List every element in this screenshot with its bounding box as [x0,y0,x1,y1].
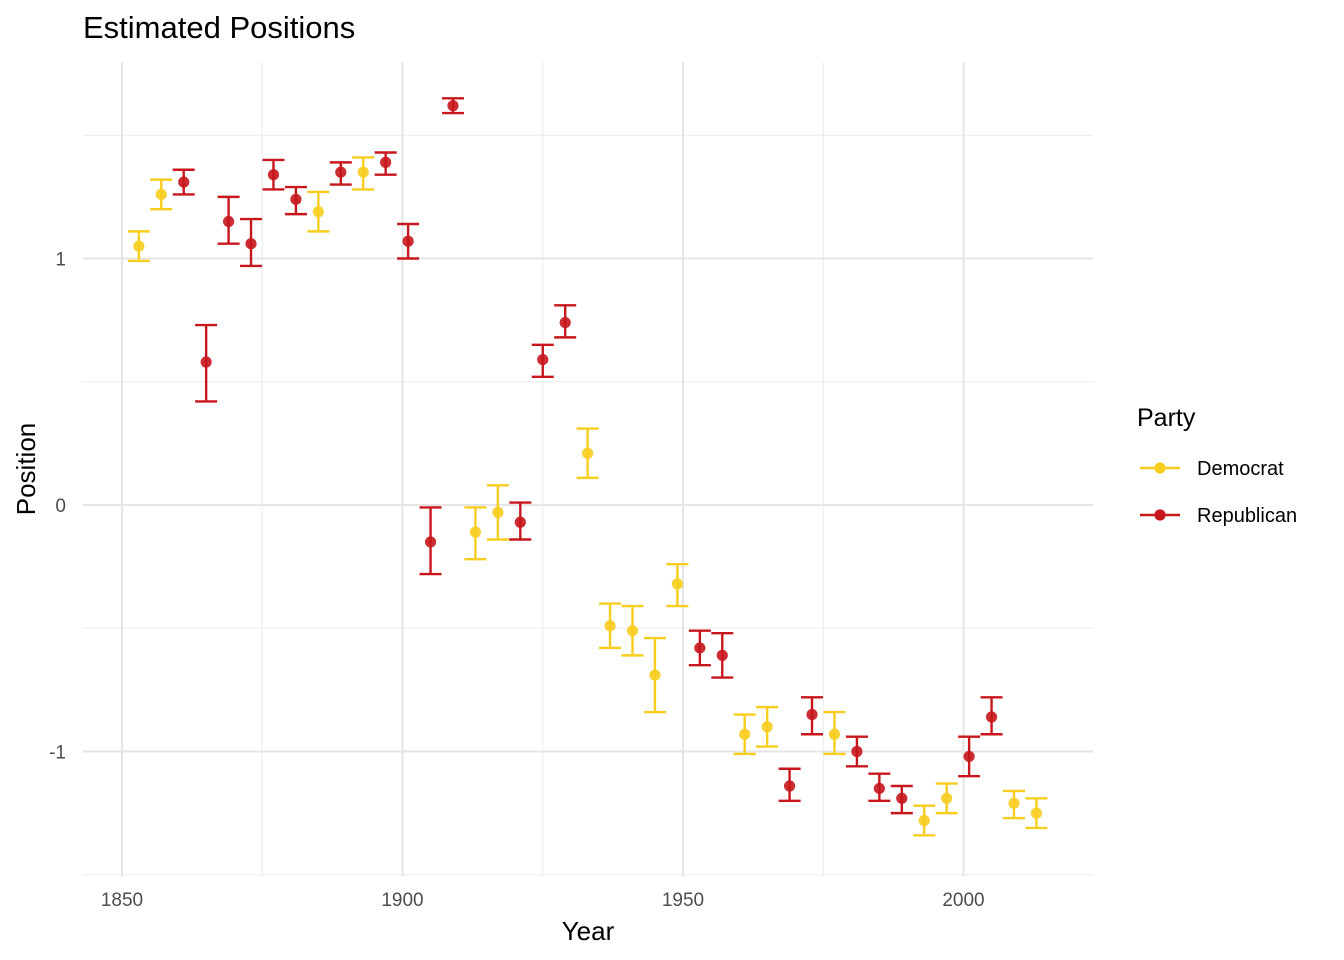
democrat-point [492,506,504,518]
republican-point [694,642,706,654]
democrat-point [649,669,661,681]
republican-point [537,353,549,366]
republican-point [514,516,526,528]
democrat-point [133,240,145,252]
republican-point [178,176,190,188]
x-tick-label: 2000 [942,890,984,911]
republican-point [267,169,280,181]
democrat-point [312,206,324,218]
democrat-point [739,728,751,740]
y-tick-label: 0 [55,496,66,517]
democrat-point [761,721,773,733]
democrat-point [357,166,369,178]
republican-point [985,711,998,723]
grid-minor [83,62,1093,876]
democrat-point [941,792,953,804]
legend-item-democrat: Democrat [1140,458,1284,480]
republican-point [290,193,302,205]
legend-key-point [1154,462,1166,474]
democrat-point [155,188,167,201]
republican-point [559,316,571,329]
democrat-point [626,625,639,637]
republican-point [447,100,459,112]
plot-marks [127,97,1048,837]
x-tick-label: 1900 [381,890,423,911]
democrat-point [604,620,616,632]
republican-point [806,708,818,721]
democrat-point [671,578,683,590]
democrat-point [1030,807,1043,819]
republican-point [783,780,796,792]
legend: Party Democrat Republican [1137,404,1297,527]
republican-point [335,166,347,178]
republican-point [424,536,437,548]
democrat-point [1008,797,1020,809]
y-tick-label: 1 [55,250,66,271]
republican-point [851,745,863,758]
legend-label: Republican [1197,505,1297,527]
chart-title: Estimated Positions [83,10,355,45]
legend-label: Democrat [1197,458,1284,480]
republican-point [222,215,235,228]
republican-point [963,750,975,763]
democrat-point [918,814,930,827]
x-tick-label: 1850 [101,890,143,911]
republican-point [380,156,392,168]
republican-point [402,235,414,247]
republican-point [873,782,885,795]
x-axis-title: Year [562,916,615,946]
y-axis-title: Position [11,423,41,516]
x-tick-label: 1950 [662,890,704,911]
republican-point [716,649,728,661]
democrat-point [828,728,841,740]
republican-point [896,792,908,804]
legend-item-republican: Republican [1140,505,1297,527]
legend-key-point [1154,509,1166,521]
republican-point [200,356,212,368]
x-axis-ticks: 1850 1900 1950 2000 [101,890,985,911]
y-tick-label: -1 [49,743,66,764]
y-axis-ticks: -1 0 1 [49,250,66,764]
democrat-point [582,447,594,459]
democrat-point [469,526,482,538]
republican-point [245,238,257,250]
legend-title: Party [1137,404,1196,432]
